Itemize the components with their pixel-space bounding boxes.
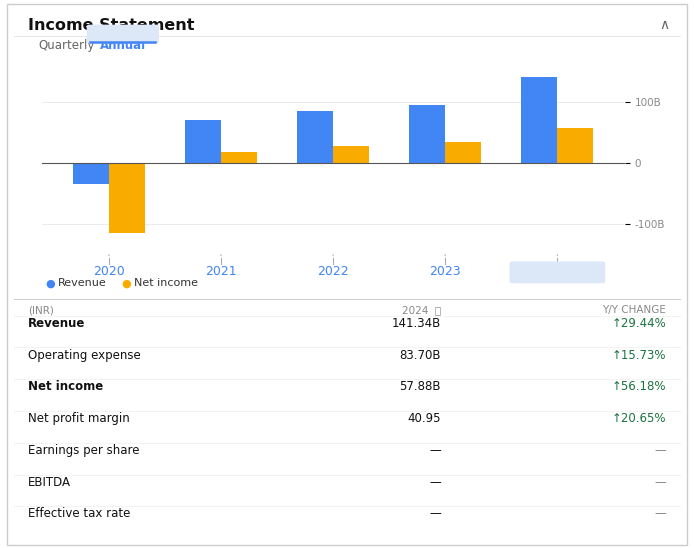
Text: Earnings per share: Earnings per share bbox=[28, 444, 139, 457]
Text: Effective tax rate: Effective tax rate bbox=[28, 507, 130, 521]
Text: —: — bbox=[654, 476, 666, 489]
Bar bbox=[446, 141, 481, 163]
Text: —: — bbox=[654, 507, 666, 521]
Bar bbox=[73, 163, 109, 185]
Text: ↑29.44%: ↑29.44% bbox=[611, 317, 666, 330]
Bar bbox=[521, 77, 557, 163]
Text: 2022: 2022 bbox=[317, 265, 349, 278]
Bar bbox=[221, 152, 257, 163]
Text: Quarterly: Quarterly bbox=[38, 39, 94, 53]
Text: EBITDA: EBITDA bbox=[28, 476, 71, 489]
Text: Y/Y CHANGE: Y/Y CHANGE bbox=[602, 305, 666, 315]
Text: Operating expense: Operating expense bbox=[28, 349, 140, 362]
Bar bbox=[297, 111, 333, 163]
Text: 2020: 2020 bbox=[93, 265, 125, 278]
Text: 2024: 2024 bbox=[541, 265, 573, 278]
Text: 40.95: 40.95 bbox=[407, 412, 441, 425]
Text: ∧: ∧ bbox=[659, 18, 670, 32]
Text: 2024  ⓘ: 2024 ⓘ bbox=[402, 305, 441, 315]
Bar bbox=[109, 163, 145, 233]
Text: Net income: Net income bbox=[28, 380, 103, 393]
Bar bbox=[185, 120, 221, 163]
Text: —: — bbox=[429, 444, 441, 457]
Bar bbox=[333, 146, 369, 163]
Text: 141.34B: 141.34B bbox=[391, 317, 441, 330]
Text: Income Statement: Income Statement bbox=[28, 18, 194, 32]
Text: —: — bbox=[429, 476, 441, 489]
Text: ●: ● bbox=[121, 278, 131, 288]
Text: 2023: 2023 bbox=[430, 265, 461, 278]
Text: —: — bbox=[429, 507, 441, 521]
Text: —: — bbox=[654, 444, 666, 457]
Text: ●: ● bbox=[45, 278, 55, 288]
Text: 2021: 2021 bbox=[205, 265, 237, 278]
Text: Annual: Annual bbox=[100, 39, 146, 53]
Text: (INR): (INR) bbox=[28, 305, 53, 315]
Text: Revenue: Revenue bbox=[28, 317, 85, 330]
Text: Net profit margin: Net profit margin bbox=[28, 412, 130, 425]
Text: ↑20.65%: ↑20.65% bbox=[611, 412, 666, 425]
Text: 83.70B: 83.70B bbox=[399, 349, 441, 362]
Text: 57.88B: 57.88B bbox=[399, 380, 441, 393]
Text: Revenue: Revenue bbox=[58, 278, 106, 288]
Bar bbox=[557, 128, 593, 163]
Bar bbox=[409, 105, 446, 163]
Text: Net income: Net income bbox=[134, 278, 198, 288]
Text: ↑56.18%: ↑56.18% bbox=[611, 380, 666, 393]
Text: ↑15.73%: ↑15.73% bbox=[611, 349, 666, 362]
